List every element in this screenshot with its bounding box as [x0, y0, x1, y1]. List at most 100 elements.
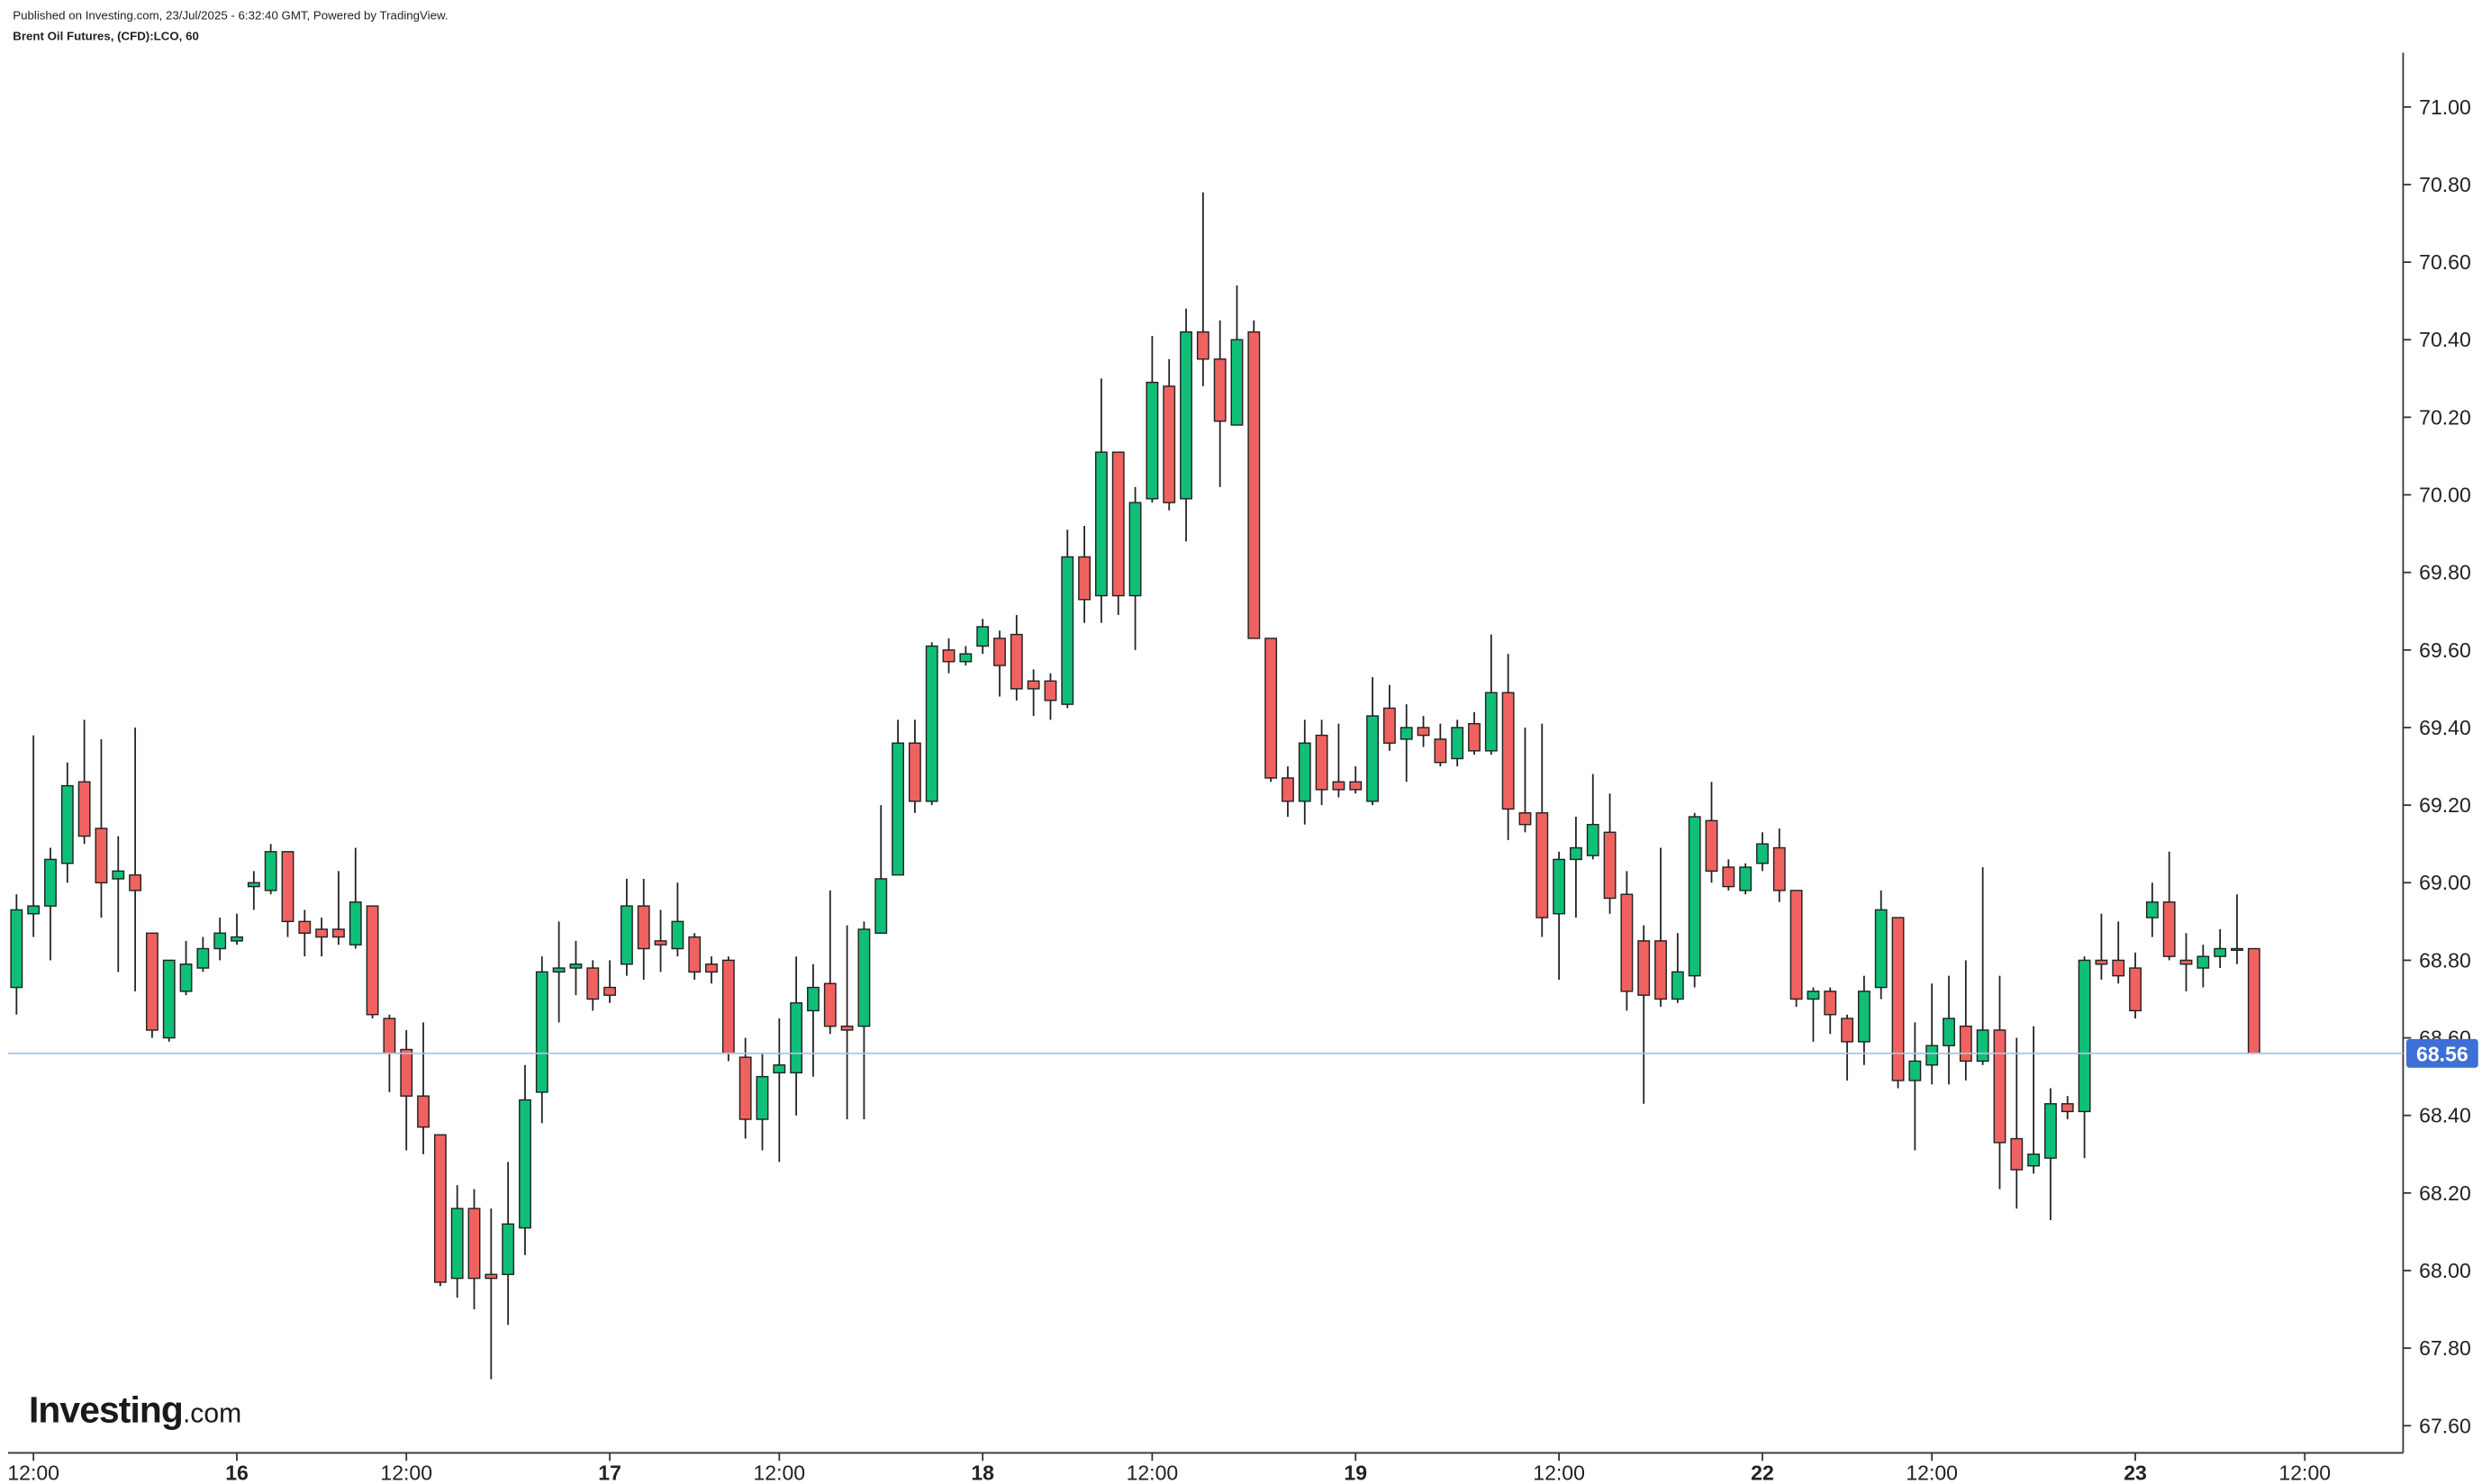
- candle-body: [721, 959, 735, 1054]
- candle-body: [2247, 947, 2260, 1054]
- candle-body: [112, 870, 125, 880]
- candle-body: [756, 1075, 769, 1120]
- published-note: Published on Investing.com, 23/Jul/2025 …: [13, 8, 448, 22]
- candle-body: [10, 909, 23, 989]
- candle-body: [1417, 727, 1430, 737]
- candle-body: [773, 1063, 786, 1074]
- x-tick-label: 16: [225, 1461, 249, 1484]
- candle-body: [196, 947, 210, 969]
- x-tick-label: 12:00: [1127, 1461, 1179, 1484]
- x-tick-label: 18: [971, 1461, 994, 1484]
- candle-body: [485, 1273, 498, 1280]
- candle-body: [264, 851, 277, 891]
- candle-body: [366, 905, 379, 1016]
- candle-body: [1247, 330, 1261, 639]
- candle-body: [840, 1025, 854, 1031]
- candle-body: [552, 967, 566, 973]
- y-tick-label: 70.00: [2419, 484, 2471, 507]
- candle-body: [179, 964, 193, 992]
- candle-body: [1399, 727, 1413, 740]
- candle-body: [790, 1002, 803, 1074]
- candle-body: [1146, 381, 1159, 500]
- candle-body: [2197, 955, 2210, 969]
- candle-body: [2214, 947, 2227, 957]
- y-tick-label: 69.00: [2419, 871, 2471, 894]
- candle-body: [874, 878, 888, 934]
- candle-body: [908, 742, 921, 802]
- candle-body: [1637, 940, 1651, 996]
- y-tick-label: 70.40: [2419, 328, 2471, 351]
- candle-body: [2179, 959, 2193, 965]
- candle-body: [2061, 1103, 2074, 1113]
- candle-body: [925, 645, 938, 802]
- y-tick-label: 68.80: [2419, 948, 2471, 972]
- candle-body: [688, 936, 702, 973]
- candle-body: [213, 932, 227, 950]
- candle-body: [1027, 680, 1040, 690]
- candle-body: [892, 742, 904, 876]
- candle-body: [705, 964, 718, 973]
- candle-body: [1739, 866, 1753, 891]
- y-tick-label: 69.20: [2419, 793, 2471, 817]
- candle-body: [1366, 715, 1379, 802]
- candle-body: [383, 1018, 396, 1054]
- candle-body: [1891, 917, 1905, 1081]
- candle-body: [959, 653, 973, 663]
- candle-body: [2162, 901, 2176, 957]
- candle-body: [95, 828, 108, 883]
- x-tick-label: 19: [1344, 1461, 1367, 1484]
- candle-body: [1654, 940, 1667, 1000]
- candle-body: [1857, 991, 1871, 1043]
- candle-body: [433, 1134, 447, 1283]
- candle-body: [1993, 1029, 2006, 1144]
- candle-body: [298, 920, 312, 934]
- candle-body: [2044, 1103, 2057, 1159]
- candle-body: [569, 964, 583, 969]
- x-tick-label: 17: [598, 1461, 621, 1484]
- candle-body: [145, 932, 159, 1031]
- candle-body: [247, 882, 260, 888]
- candle-body: [44, 858, 57, 907]
- last-price-box: [2405, 1038, 2478, 1068]
- candle-body: [129, 873, 142, 891]
- candle-body: [993, 638, 1006, 666]
- candle-body: [162, 959, 176, 1039]
- candle-body: [1180, 330, 1192, 500]
- candle-body: [1451, 727, 1464, 760]
- candle-body: [1620, 893, 1634, 992]
- candle-body: [450, 1208, 464, 1280]
- candle-body: [60, 784, 74, 864]
- candle-body: [1722, 866, 1735, 888]
- candle-body: [1807, 991, 1820, 1000]
- candle-body: [1772, 846, 1786, 891]
- candle-body: [77, 781, 91, 837]
- candle-body: [1756, 843, 1769, 864]
- last-price-label: 68.56: [2416, 1043, 2468, 1066]
- y-tick-label: 70.20: [2419, 405, 2471, 429]
- candle-body: [535, 971, 548, 1093]
- candle-body: [1282, 777, 1294, 802]
- x-tick-label: 12:00: [7, 1461, 59, 1484]
- candle-body: [1128, 502, 1142, 597]
- candle-body: [1078, 556, 1092, 601]
- candle-body: [1959, 1025, 1972, 1063]
- candle-body: [400, 1048, 413, 1097]
- y-tick-label: 68.00: [2419, 1259, 2471, 1282]
- candle-body: [519, 1099, 531, 1229]
- candle-body: [1553, 858, 1566, 915]
- candle-body: [417, 1095, 430, 1128]
- candle-body: [1230, 339, 1244, 426]
- logo-suffix: .com: [183, 1399, 241, 1429]
- y-tick-label: 70.80: [2419, 173, 2471, 196]
- candle-body: [2231, 947, 2243, 951]
- candle-body: [2010, 1137, 2024, 1171]
- candle-body: [2095, 959, 2108, 965]
- x-tick-label: 22: [1751, 1461, 1774, 1484]
- candle-body: [671, 920, 684, 950]
- candle-body: [620, 905, 633, 965]
- candle-body: [349, 901, 362, 946]
- x-tick-label: 12:00: [753, 1461, 805, 1484]
- x-tick-label: 12:00: [2278, 1461, 2331, 1484]
- candle-body: [2027, 1154, 2041, 1167]
- candle-body: [1789, 890, 1803, 1000]
